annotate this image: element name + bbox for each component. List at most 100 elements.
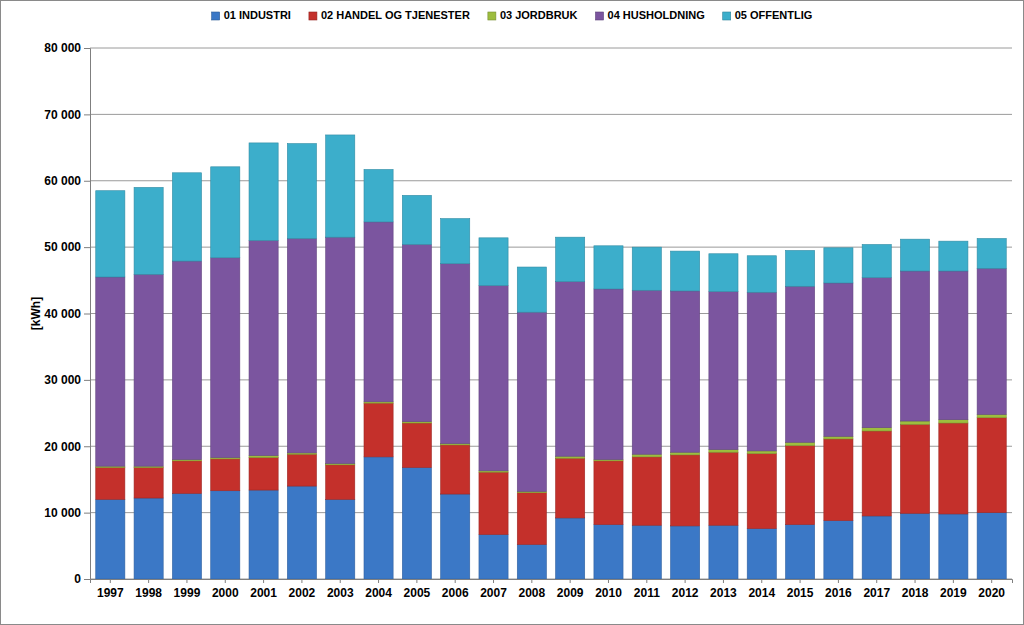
chart: 010 00020 00030 00040 00050 00060 00070 … (0, 0, 1024, 625)
x-tick-label: 2008 (518, 586, 545, 600)
y-tick-mark (84, 513, 90, 514)
bar (479, 286, 508, 471)
bar (824, 436, 853, 439)
bar (747, 451, 776, 454)
bar (479, 472, 508, 534)
bar (632, 247, 661, 290)
x-tick: 2013 (710, 579, 737, 600)
y-tick-mark (84, 48, 90, 49)
y-tick-label: 20 000 (44, 440, 81, 454)
x-tick-mark (531, 579, 532, 583)
y-tick-mark (84, 247, 90, 248)
bar (747, 529, 776, 579)
x-tick-label: 2010 (595, 586, 622, 600)
bar (441, 445, 470, 494)
y-tick-mark (84, 579, 90, 580)
x-tick: 2006 (442, 579, 469, 600)
x-tick-mark (876, 579, 877, 583)
bar (249, 240, 278, 455)
legend: 01 INDUSTRI02 HANDEL OG TJENESTER03 JORD… (212, 9, 813, 21)
bar (594, 246, 623, 289)
x-tick: 2016 (825, 579, 852, 600)
bar (402, 195, 431, 244)
x-tick: 2001 (250, 579, 277, 600)
bar (824, 521, 853, 579)
x-tick: 2017 (863, 579, 890, 600)
y-tick-mark (84, 314, 90, 315)
bar (709, 450, 738, 453)
x-tick-label: 2005 (404, 586, 431, 600)
x-tick-label: 2000 (212, 586, 239, 600)
bar (862, 516, 891, 579)
bar (671, 526, 700, 579)
y-tick-label: 50 000 (44, 240, 81, 254)
x-tick-label: 2019 (940, 586, 967, 600)
legend-label: 02 HANDEL OG TJENESTER (321, 9, 470, 21)
bar (479, 535, 508, 579)
bar (211, 491, 240, 579)
bar (134, 274, 163, 466)
y-tick: 80 000 (44, 41, 90, 55)
x-axis: 1997199819992000200120022003200420052006… (91, 579, 1013, 600)
bars (96, 135, 1007, 579)
x-tick: 2009 (557, 579, 584, 600)
x-tick-label: 2012 (672, 586, 699, 600)
legend-item: 04 HUSHOLDNING (596, 9, 705, 21)
grid-line (90, 48, 1012, 49)
bar (900, 513, 929, 579)
y-axis-line (84, 49, 91, 580)
x-tick-mark (378, 579, 379, 583)
bar (402, 423, 431, 467)
x-tick: 1998 (135, 579, 162, 600)
x-tick-mark (148, 579, 149, 583)
x-tick: 2003 (327, 579, 354, 600)
x-tick-mark (263, 579, 264, 583)
bar (517, 493, 546, 545)
x-tick-label: 2014 (748, 586, 775, 600)
bar (326, 237, 355, 463)
x-tick-mark (915, 579, 916, 583)
y-tick-label: 0 (74, 572, 81, 586)
bar (211, 258, 240, 458)
bar (862, 278, 891, 428)
bar (594, 461, 623, 525)
bar (786, 286, 815, 442)
bar (671, 251, 700, 291)
y-tick-label: 30 000 (44, 373, 81, 387)
bar (517, 544, 546, 579)
x-tick: 2008 (518, 579, 545, 600)
legend-swatch (309, 12, 317, 20)
bar (786, 446, 815, 525)
x-tick: 2011 (634, 579, 660, 600)
legend-label: 01 INDUSTRI (224, 9, 291, 21)
bar (977, 414, 1006, 417)
x-tick-mark (416, 579, 417, 583)
legend-swatch (596, 12, 604, 20)
x-tick: 2012 (672, 579, 699, 600)
bar (556, 282, 585, 457)
x-tick-mark (570, 579, 571, 583)
bar (594, 525, 623, 579)
bar (211, 459, 240, 491)
x-tick: 1997 (97, 579, 124, 600)
y-tick: 70 000 (44, 108, 90, 122)
legend-item: 02 HANDEL OG TJENESTER (309, 9, 470, 21)
bar (939, 514, 968, 579)
bar (287, 454, 316, 486)
y-tick: 10 000 (44, 506, 90, 520)
bar (287, 486, 316, 579)
legend-label: 04 HUSHOLDNING (608, 9, 705, 21)
x-tick-label: 2018 (902, 586, 929, 600)
bar (134, 187, 163, 274)
x-tick-label: 2017 (863, 586, 890, 600)
x-tick-mark (110, 579, 111, 583)
x-tick-label: 2011 (634, 586, 660, 600)
bar (441, 219, 470, 264)
bar (632, 457, 661, 525)
bar (747, 454, 776, 529)
bar (249, 490, 278, 579)
bar (556, 458, 585, 518)
bar (709, 292, 738, 450)
x-tick-mark (838, 579, 839, 583)
bar (671, 455, 700, 526)
